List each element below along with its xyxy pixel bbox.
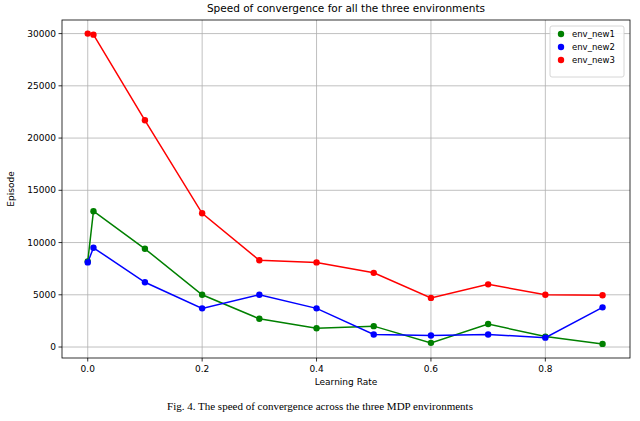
grid-line [62, 190, 630, 191]
tick-label: 5000 [33, 290, 56, 300]
point [142, 279, 148, 285]
point [90, 31, 96, 37]
point [313, 305, 319, 311]
series-group [85, 30, 606, 347]
grid-line [62, 33, 630, 34]
grid-line [62, 347, 630, 348]
tick-label: 0.6 [424, 364, 439, 374]
tick-label: 0 [50, 342, 56, 352]
tick-label: 10000 [27, 238, 56, 248]
legend: env_new1 env_new2 env_new3 [550, 26, 624, 77]
point [142, 117, 148, 123]
point [599, 304, 605, 310]
tick [316, 358, 317, 362]
point [599, 292, 605, 298]
point [142, 246, 148, 252]
tick [59, 242, 63, 243]
legend-swatch [558, 31, 564, 37]
tick-label: 0.8 [538, 364, 553, 374]
frame [62, 20, 630, 358]
point [485, 321, 491, 327]
tick-label: 20000 [27, 133, 56, 143]
point [313, 259, 319, 265]
grid-line [87, 20, 88, 358]
title: Speed of convergence for all the three e… [207, 2, 485, 14]
point [199, 305, 205, 311]
point [542, 292, 548, 298]
plot-bg [62, 20, 630, 358]
legend-swatch [558, 44, 564, 50]
point [199, 292, 205, 298]
point [313, 325, 319, 331]
tick [59, 85, 63, 86]
grid-line [62, 242, 630, 243]
legend-box [550, 26, 624, 77]
point [256, 316, 262, 322]
grid-line [62, 138, 630, 139]
point [428, 332, 434, 338]
point [85, 30, 91, 36]
tick-label: 15000 [27, 185, 56, 195]
point [485, 281, 491, 287]
grid-line [62, 85, 630, 86]
tick-label: 0.4 [309, 364, 324, 374]
point [256, 257, 262, 263]
point [371, 331, 377, 337]
point [90, 245, 96, 251]
series-line [88, 248, 603, 338]
legend-swatch [558, 57, 564, 63]
point [85, 259, 91, 265]
point [256, 292, 262, 298]
point [599, 341, 605, 347]
legend-label: env_new3 [572, 55, 615, 65]
y-label: Episode [6, 171, 16, 207]
tick-label: 0.0 [81, 364, 96, 374]
tick-label: 0.2 [195, 364, 209, 374]
point [371, 323, 377, 329]
grid-line [430, 20, 431, 358]
tick [59, 190, 63, 191]
caption: Fig. 4. The speed of convergence across … [167, 400, 473, 412]
legend-label: env_new1 [572, 29, 615, 39]
series-line [88, 211, 603, 344]
tick [545, 358, 546, 362]
series-line [88, 34, 603, 298]
tick [202, 358, 203, 362]
point [371, 270, 377, 276]
point [199, 210, 205, 216]
chart: 0.0 0.2 0.4 0.6 0.8 0 5000 10000 15000 20000 25000… [0, 0, 640, 421]
tick [59, 33, 63, 34]
tick [59, 294, 63, 295]
tick [430, 358, 431, 362]
point [542, 334, 548, 340]
point [485, 331, 491, 337]
point [90, 208, 96, 214]
point [428, 340, 434, 346]
x-label: Learning Rate [315, 377, 378, 387]
tick [59, 138, 63, 139]
point [428, 295, 434, 301]
legend-label: env_new2 [572, 42, 615, 52]
tick [87, 358, 88, 362]
tick-label: 30000 [27, 29, 56, 39]
grid-line [545, 20, 546, 358]
tick [59, 347, 63, 348]
tick-label: 25000 [27, 81, 56, 91]
